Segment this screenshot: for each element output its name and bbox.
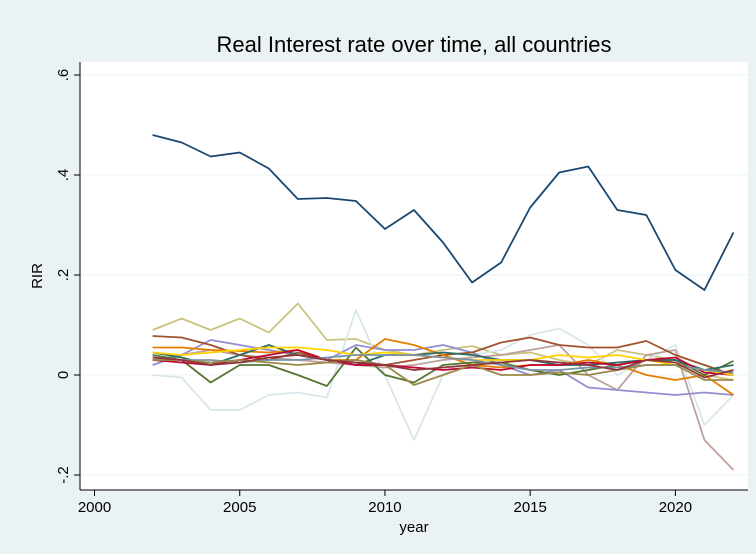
x-tick-label: 2010 <box>368 499 401 516</box>
ticks: -.2 0 .2 .4 .6 2000 2005 2010 2015 2020 <box>55 69 692 516</box>
plot-area <box>80 62 748 490</box>
x-tick-label: 2000 <box>78 499 111 516</box>
series-line <box>152 349 734 376</box>
x-axis-title: year <box>399 519 428 536</box>
y-axis-title: RIR <box>29 263 46 289</box>
series-line <box>152 354 734 379</box>
y-tick-label: -.2 <box>55 466 72 484</box>
grid <box>80 74 748 476</box>
y-tick-label: .4 <box>55 169 72 182</box>
lines <box>152 134 735 471</box>
chart-title: Real Interest rate over time, all countr… <box>217 32 612 57</box>
series-line <box>152 339 734 396</box>
x-tick-label: 2020 <box>659 499 692 516</box>
series-line <box>152 302 734 381</box>
y-tick-label: .2 <box>55 269 72 282</box>
x-tick-label: 2005 <box>223 499 256 516</box>
y-tick-label: .6 <box>55 69 72 82</box>
y-tick-label: 0 <box>55 371 72 379</box>
series-line <box>152 134 735 291</box>
x-tick-label: 2015 <box>513 499 546 516</box>
